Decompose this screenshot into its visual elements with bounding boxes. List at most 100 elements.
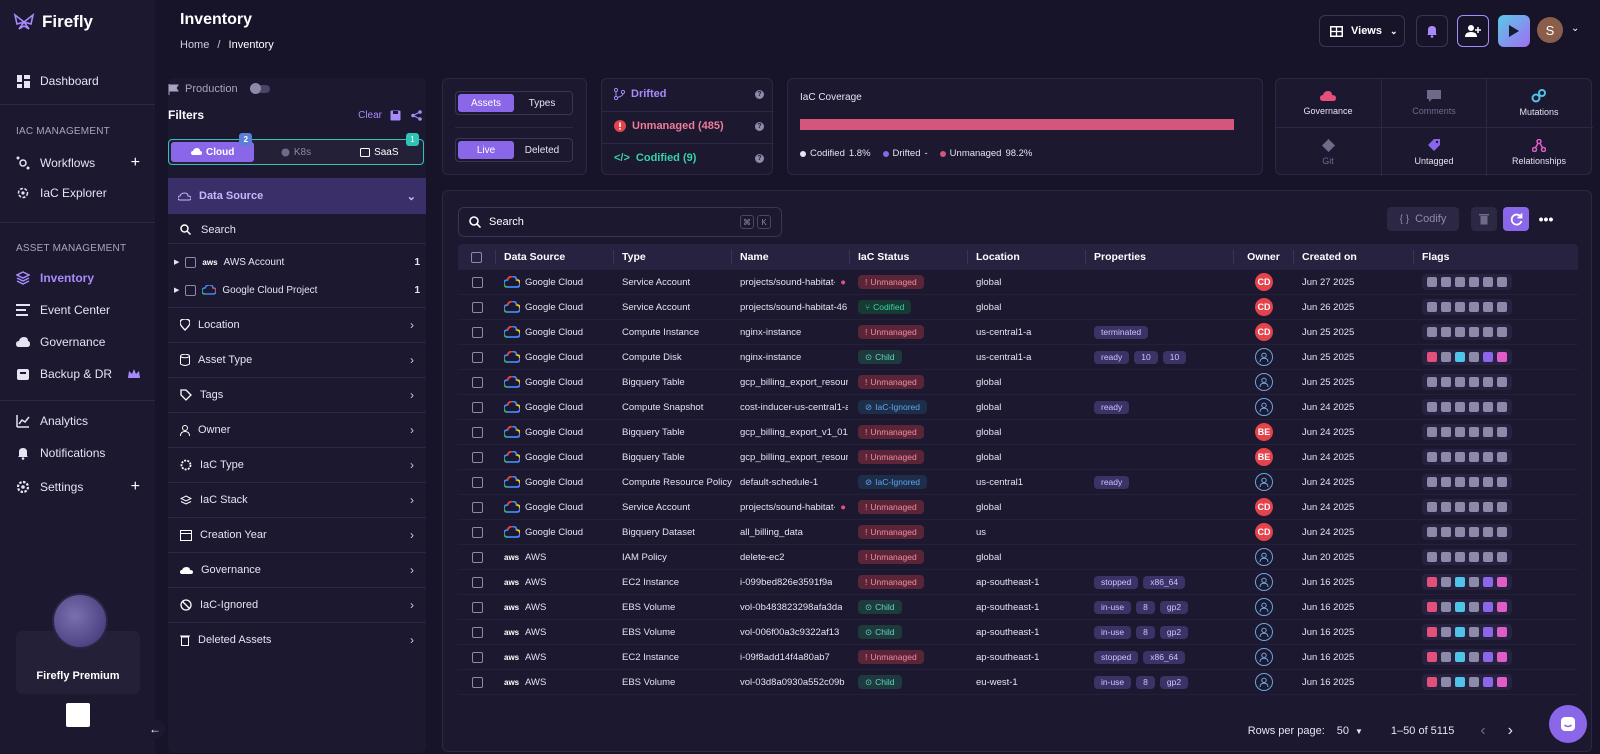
mutation-flag-icon[interactable] bbox=[1455, 352, 1465, 362]
table-row[interactable]: aws AWS EBS Volume vol-006f00a3c9322af13 ⊙ Ch… bbox=[458, 620, 1578, 645]
select-all-checkbox[interactable] bbox=[471, 251, 482, 263]
cell-name[interactable]: gcp_billing_export_resour bbox=[732, 445, 850, 469]
mutation-flag-icon[interactable] bbox=[1455, 277, 1465, 287]
git-flag-icon[interactable] bbox=[1441, 677, 1451, 687]
mutation-flag-icon[interactable] bbox=[1455, 652, 1465, 662]
table-row[interactable]: Google Cloud Bigquery Table gcp_billing_ex… bbox=[458, 420, 1578, 445]
table-row[interactable]: Google Cloud Compute Disk nginx-instance ⊙ C… bbox=[458, 345, 1578, 370]
governance-flag-icon[interactable] bbox=[1427, 427, 1437, 437]
nav-workflows[interactable]: Workflows + bbox=[16, 154, 140, 172]
git-flag-icon[interactable] bbox=[1441, 477, 1451, 487]
help-icon[interactable]: ? bbox=[755, 121, 764, 131]
clear-filters-link[interactable]: Clear bbox=[358, 109, 382, 121]
mutation-flag-icon[interactable] bbox=[1455, 577, 1465, 587]
git-flag-icon[interactable] bbox=[1441, 602, 1451, 612]
cell-name[interactable]: gcp_billing_export_v1_01A bbox=[732, 420, 850, 444]
table-row[interactable]: Google Cloud Compute Instance nginx-instan… bbox=[458, 320, 1578, 345]
help-icon[interactable]: ? bbox=[755, 153, 764, 163]
mutation-flag-icon[interactable] bbox=[1455, 427, 1465, 437]
owner-avatar[interactable]: CD bbox=[1255, 498, 1273, 516]
git-flag-icon[interactable] bbox=[1441, 452, 1451, 462]
governance-flag-icon[interactable] bbox=[1427, 477, 1437, 487]
status-badge[interactable]: ! Unmanaged bbox=[858, 325, 924, 339]
governance-flag-icon[interactable] bbox=[1427, 452, 1437, 462]
table-row[interactable]: aws AWS EBS Volume vol-0b483823298afa3da ⊙ Ch… bbox=[458, 595, 1578, 620]
relationship-flag-icon[interactable] bbox=[1497, 402, 1507, 412]
insight-mutations[interactable]: Mutations bbox=[1487, 79, 1591, 127]
filter-iac-type[interactable]: IaC Type › bbox=[168, 447, 426, 482]
table-row[interactable]: Google Cloud Service Account projects/soun… bbox=[458, 270, 1578, 295]
relationship-flag-icon[interactable] bbox=[1497, 327, 1507, 337]
filter-deleted-assets[interactable]: Deleted Assets › bbox=[168, 622, 426, 657]
git-flag-icon[interactable] bbox=[1441, 352, 1451, 362]
comment-flag-icon[interactable] bbox=[1469, 352, 1479, 362]
governance-flag-icon[interactable] bbox=[1427, 627, 1437, 637]
save-icon[interactable] bbox=[390, 110, 401, 121]
mutation-flag-icon[interactable] bbox=[1455, 527, 1465, 537]
cell-name[interactable]: nginx-instance bbox=[732, 345, 850, 369]
refresh-button[interactable] bbox=[1503, 207, 1529, 231]
filter-owner[interactable]: Owner › bbox=[168, 412, 426, 447]
row-checkbox[interactable] bbox=[471, 501, 483, 513]
owner-avatar[interactable]: BE bbox=[1255, 448, 1273, 466]
untagged-flag-icon[interactable] bbox=[1483, 652, 1493, 662]
relationship-flag-icon[interactable] bbox=[1497, 452, 1507, 462]
table-row[interactable]: Google Cloud Service Account projects/soun… bbox=[458, 495, 1578, 520]
relationship-flag-icon[interactable] bbox=[1497, 352, 1507, 362]
cell-name[interactable]: projects/sound-habitat-46 bbox=[732, 295, 850, 319]
comment-flag-icon[interactable] bbox=[1469, 652, 1479, 662]
col-type[interactable]: Type bbox=[614, 250, 732, 264]
filter-location[interactable]: Location › bbox=[168, 307, 426, 342]
filter-asset-type[interactable]: Asset Type › bbox=[168, 342, 426, 377]
nav-iac-explorer[interactable]: IaC Explorer bbox=[16, 186, 140, 200]
untagged-flag-icon[interactable] bbox=[1483, 627, 1493, 637]
nav-backup-dr[interactable]: Backup & DR bbox=[16, 367, 140, 381]
row-checkbox[interactable] bbox=[471, 276, 483, 288]
row-checkbox[interactable] bbox=[471, 401, 483, 413]
comment-flag-icon[interactable] bbox=[1469, 527, 1479, 537]
collapse-sidebar-button[interactable]: ← bbox=[145, 719, 165, 739]
col-owner[interactable]: Owner bbox=[1234, 250, 1294, 264]
mutation-flag-icon[interactable] bbox=[1455, 302, 1465, 312]
mutation-flag-icon[interactable] bbox=[1455, 502, 1465, 512]
status-badge[interactable]: ⊙ Child bbox=[858, 600, 902, 614]
premium-card[interactable]: Firefly Premium bbox=[16, 631, 140, 694]
git-flag-icon[interactable] bbox=[1441, 427, 1451, 437]
cell-name[interactable]: gcp_billing_export_resour bbox=[732, 370, 850, 394]
git-flag-icon[interactable] bbox=[1441, 277, 1451, 287]
codify-button[interactable]: { } Codify bbox=[1387, 207, 1459, 231]
unassigned-owner-icon[interactable] bbox=[1255, 573, 1273, 591]
git-flag-icon[interactable] bbox=[1441, 502, 1451, 512]
relationship-flag-icon[interactable] bbox=[1497, 602, 1507, 612]
unassigned-owner-icon[interactable] bbox=[1255, 398, 1273, 416]
comment-flag-icon[interactable] bbox=[1469, 502, 1479, 512]
untagged-flag-icon[interactable] bbox=[1483, 602, 1493, 612]
governance-flag-icon[interactable] bbox=[1427, 327, 1437, 337]
filter-iac-ignored[interactable]: IaC-Ignored › bbox=[168, 587, 426, 622]
row-checkbox[interactable] bbox=[471, 551, 483, 563]
tab-cloud[interactable]: Cloud 2 bbox=[171, 133, 255, 162]
governance-flag-icon[interactable] bbox=[1427, 527, 1437, 537]
filter-governance[interactable]: Governance › bbox=[168, 552, 426, 587]
unassigned-owner-icon[interactable] bbox=[1255, 473, 1273, 491]
git-flag-icon[interactable] bbox=[1441, 377, 1451, 387]
owner-avatar[interactable]: CD bbox=[1255, 273, 1273, 291]
governance-flag-icon[interactable] bbox=[1427, 552, 1437, 562]
table-row[interactable]: Google Cloud Bigquery Table gcp_billing_ex… bbox=[458, 370, 1578, 395]
notifications-button[interactable] bbox=[1416, 15, 1448, 47]
filter-search[interactable]: Search bbox=[168, 216, 426, 244]
live-tab[interactable]: Live bbox=[458, 141, 514, 159]
governance-flag-icon[interactable] bbox=[1427, 577, 1437, 587]
comment-flag-icon[interactable] bbox=[1469, 377, 1479, 387]
play-button[interactable] bbox=[1498, 15, 1530, 47]
checkbox[interactable] bbox=[185, 284, 197, 296]
mutation-flag-icon[interactable] bbox=[1455, 602, 1465, 612]
row-checkbox[interactable] bbox=[471, 626, 483, 638]
codified-stat[interactable]: </> Codified (9) ? bbox=[614, 152, 764, 164]
status-badge[interactable]: ! Unmanaged bbox=[858, 575, 924, 589]
tree-item-aws-account[interactable]: ▶ aws AWS Account 1 bbox=[168, 249, 426, 275]
relationship-flag-icon[interactable] bbox=[1497, 577, 1507, 587]
table-search-input[interactable]: Search ⌘ K bbox=[458, 207, 782, 237]
nav-settings[interactable]: Settings + bbox=[16, 478, 140, 496]
git-flag-icon[interactable] bbox=[1441, 577, 1451, 587]
